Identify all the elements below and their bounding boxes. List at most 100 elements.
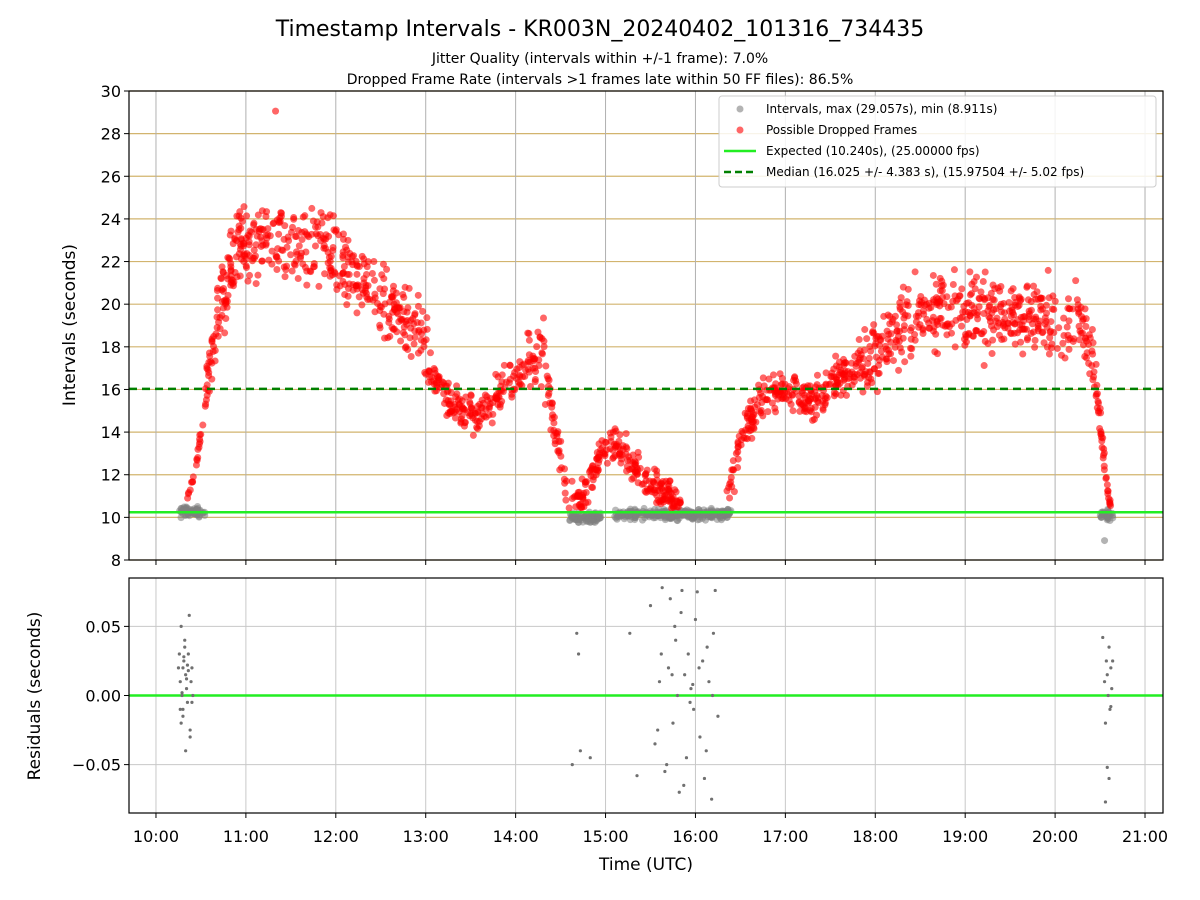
dropped-frame-point	[665, 482, 673, 490]
intervals-y-axis-label: Intervals (seconds)	[60, 244, 80, 406]
dropped-frame-point	[358, 301, 366, 309]
dropped-frame-point	[1082, 354, 1090, 362]
dropped-frame-point	[498, 371, 506, 379]
residual-point	[679, 610, 683, 615]
dropped-frame-point	[515, 378, 523, 386]
x-tick-label: 17:00	[762, 827, 808, 846]
dropped-frame-point	[1076, 336, 1084, 344]
dropped-frame-point	[1000, 320, 1008, 328]
dropped-frame-point	[595, 459, 603, 467]
dropped-frame-point	[968, 290, 976, 298]
residual-point	[181, 666, 185, 670]
dropped-frame-point	[1066, 305, 1074, 313]
dropped-frame-point	[641, 471, 649, 479]
dropped-frame-point	[1027, 298, 1035, 306]
y-tick-label: 8	[111, 551, 121, 570]
dropped-frame-point	[1019, 350, 1027, 358]
dropped-frame-point	[423, 314, 431, 322]
dropped-frame-point	[194, 453, 202, 461]
dropped-frame-point	[353, 309, 361, 317]
dropped-frame-point	[274, 245, 282, 253]
dropped-frame-point	[380, 275, 388, 283]
dropped-frame-point	[223, 297, 231, 305]
dropped-frame-point	[536, 334, 544, 342]
dropped-frame-point	[805, 398, 813, 406]
dropped-frame-point	[562, 496, 570, 504]
dropped-frame-point	[631, 457, 639, 465]
dropped-frame-point	[223, 303, 231, 311]
dropped-frame-point	[258, 226, 266, 234]
dropped-frame-point	[598, 444, 606, 452]
dropped-frame-point	[406, 334, 414, 342]
residual-point	[185, 663, 190, 667]
dropped-frame-point	[932, 280, 940, 288]
dropped-frame-point	[203, 381, 211, 389]
dropped-frame-point	[1033, 288, 1041, 296]
dropped-frame-point	[989, 295, 997, 303]
dropped-frame-point	[671, 486, 679, 494]
dropped-frame-point	[321, 270, 329, 278]
dropped-frame-point	[1085, 340, 1093, 348]
dropped-frame-point	[855, 336, 863, 344]
residual-point	[188, 735, 192, 739]
dropped-frame-point	[192, 461, 200, 469]
dropped-frame-point	[938, 287, 946, 295]
dropped-frame-point	[977, 288, 985, 296]
dropped-frame-point	[602, 438, 610, 446]
dropped-frame-point	[1089, 350, 1097, 358]
dropped-frame-point	[297, 249, 305, 257]
dropped-frame-point	[389, 287, 397, 295]
y-tick-label: 28	[101, 125, 121, 144]
dropped-frame-point	[227, 227, 235, 235]
dropped-frame-point	[600, 450, 608, 458]
dropped-frame-point	[1097, 433, 1105, 441]
dropped-frame-point	[414, 291, 422, 299]
dropped-frame-point	[344, 236, 352, 244]
dropped-frame-point	[1065, 336, 1073, 344]
residuals-y-ticks: −0.05 0.00 0.05	[72, 617, 129, 775]
dropped-frame-point	[545, 389, 553, 397]
residual-point	[189, 680, 193, 684]
dropped-frame-point	[407, 352, 415, 360]
dropped-frame-point	[442, 396, 450, 404]
residual-point	[1101, 635, 1105, 640]
dropped-frame-point	[557, 452, 565, 460]
dropped-frame-point	[734, 455, 742, 463]
dropped-frame-point	[560, 475, 568, 483]
residual-point	[705, 645, 709, 649]
residual-point	[191, 693, 195, 698]
dropped-frame-point	[388, 293, 396, 301]
dropped-frame-point	[1092, 392, 1100, 400]
y-tick-label: 24	[101, 210, 121, 229]
dropped-frame-point	[583, 478, 591, 486]
dropped-frame-point	[819, 404, 827, 412]
dropped-frame-point	[510, 372, 518, 380]
dropped-frame-point	[554, 428, 562, 436]
legend-frame	[718, 95, 1157, 188]
dropped-frame-point	[287, 251, 295, 259]
residual-point	[1105, 765, 1109, 769]
dropped-frame-point	[884, 335, 892, 343]
residual-point	[184, 749, 188, 753]
dropped-frame-point	[1007, 330, 1015, 338]
dropped-frame-point	[728, 466, 736, 474]
dropped-frame-point	[435, 373, 443, 381]
dropped-frame-point	[498, 378, 506, 386]
dropped-frame-point	[759, 374, 767, 382]
dropped-frame-point	[747, 397, 755, 405]
dropped-frame-point	[420, 343, 428, 351]
dropped-frame-point	[789, 407, 797, 415]
dropped-frame-point	[863, 335, 871, 343]
dropped-frame-point	[944, 304, 952, 312]
dropped-frame-point	[950, 266, 958, 274]
dropped-frame-point	[519, 373, 527, 381]
dropped-frame-point	[979, 293, 987, 301]
dropped-frame-point	[988, 350, 996, 358]
dropped-frame-point	[349, 281, 357, 289]
dropped-frame-point	[869, 327, 877, 335]
dropped-frame-point	[344, 292, 352, 300]
interval-point	[667, 513, 675, 521]
dropped-frame-point	[896, 344, 904, 352]
dropped-frame-point	[480, 412, 488, 420]
